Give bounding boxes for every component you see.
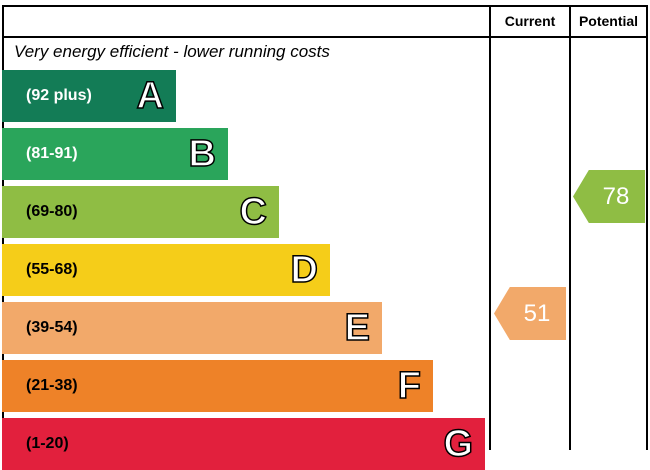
band-letter: G bbox=[443, 422, 474, 466]
band-bar-d: (55-68) D bbox=[2, 244, 330, 296]
band-bar-e: (39-54) E bbox=[2, 302, 382, 354]
top-caption: Very energy efficient - lower running co… bbox=[14, 42, 330, 61]
band-bar-f: (21-38) F bbox=[2, 360, 433, 412]
current-rating-arrow: 51 bbox=[494, 287, 566, 340]
band-bar-g: (1-20) G bbox=[2, 418, 485, 470]
band-range: (69-80) bbox=[26, 203, 78, 220]
column-divider-current bbox=[489, 5, 491, 450]
border-right bbox=[646, 5, 648, 450]
band-letter: A bbox=[136, 74, 165, 118]
header-current: Current bbox=[504, 13, 556, 29]
band-range: (39-54) bbox=[26, 319, 78, 336]
band-range: (55-68) bbox=[26, 261, 78, 278]
band-letter: E bbox=[344, 306, 371, 350]
band-range: (81-91) bbox=[26, 145, 78, 162]
header-divider bbox=[2, 36, 648, 38]
band-bar-c: (69-80) C bbox=[2, 186, 279, 238]
band-letter: D bbox=[290, 248, 319, 292]
header-potential: Potential bbox=[578, 13, 639, 29]
band-range: (21-38) bbox=[26, 377, 78, 394]
band-bar-b: (81-91) B bbox=[2, 128, 228, 180]
band-range: (1-20) bbox=[26, 435, 69, 452]
potential-rating-arrow: 78 bbox=[573, 170, 645, 223]
border-top bbox=[2, 5, 648, 7]
band-letter: C bbox=[239, 190, 268, 234]
column-divider-potential bbox=[569, 5, 571, 450]
band-bar-a: (92 plus) A bbox=[2, 70, 176, 122]
band-range: (92 plus) bbox=[26, 87, 92, 104]
band-letter: B bbox=[188, 132, 217, 176]
band-letter: F bbox=[397, 364, 422, 408]
